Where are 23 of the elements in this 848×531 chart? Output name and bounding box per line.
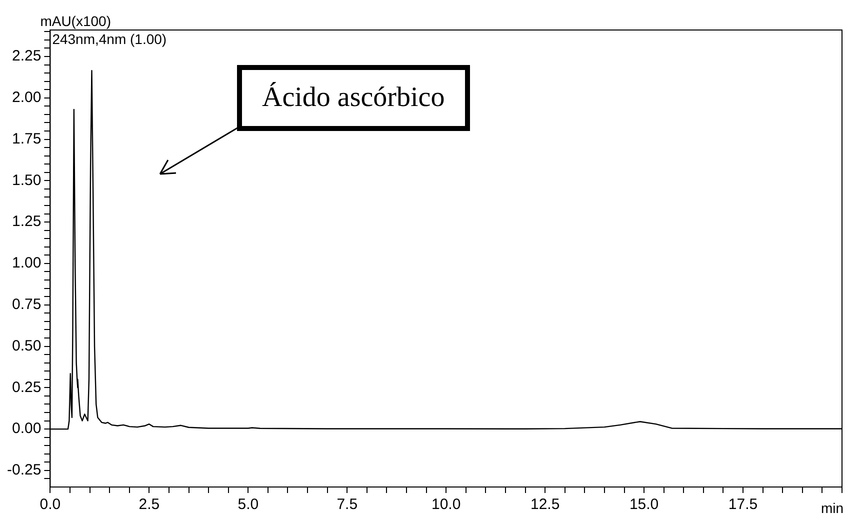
y-tick-label: 1.25 — [12, 213, 42, 230]
x-tick-label: 17.5 — [728, 496, 758, 514]
x-tick-label: 0.0 — [40, 496, 61, 514]
x-tick-label: 7.5 — [336, 496, 358, 514]
y-tick-label: 0.75 — [12, 296, 42, 314]
y-tick-label: 0.00 — [12, 420, 42, 438]
x-tick-label: 2.5 — [138, 496, 160, 514]
y-axis-title: mAU(x100) — [40, 13, 111, 29]
y-tick-label: 1.00 — [12, 254, 42, 272]
y-tick-label: 1.75 — [12, 130, 42, 148]
y-tick-label: 2.25 — [12, 48, 42, 65]
x-axis-title: min — [821, 500, 844, 516]
x-tick-label: 12.5 — [530, 496, 560, 514]
x-tick-label: 10.0 — [431, 496, 461, 514]
annotation: Ácido ascórbico — [237, 65, 470, 131]
y-tick-label: 1.50 — [12, 172, 42, 189]
x-tick-label: 5.0 — [238, 496, 259, 514]
y-tick-label: 0.25 — [12, 378, 42, 396]
x-tick-label: 15.0 — [629, 496, 659, 514]
y-tick-label: 0.50 — [12, 337, 42, 354]
y-tick-label: 2.00 — [12, 89, 42, 106]
annotation: 243nm,4nm (1.00) — [52, 31, 167, 47]
y-tick-label: -0.25 — [6, 462, 42, 479]
